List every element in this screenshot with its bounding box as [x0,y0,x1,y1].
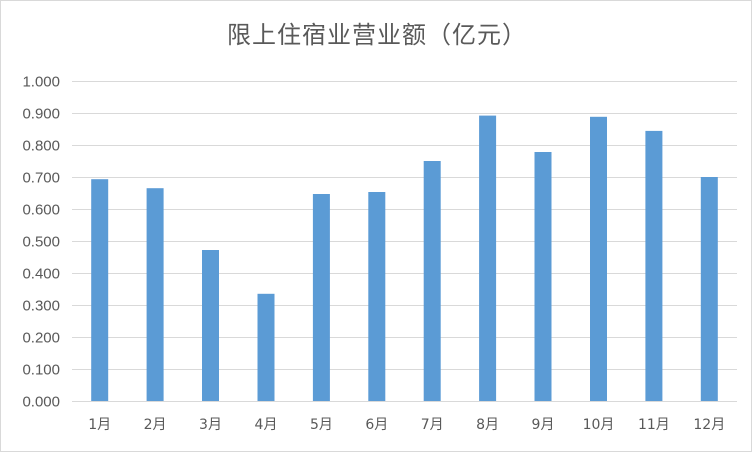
x-axis-ticks: 1月 2月 3月 4月 5月 6月 7月 8月 9月 10月 11月 12月 [88,417,725,433]
y-tick-label: 0.700 [22,170,60,187]
bar-6 [368,192,386,401]
x-tick-label: 7月 [421,417,444,433]
x-tick-label: 12月 [693,417,725,433]
y-tick-label: 0.100 [22,362,60,379]
y-tick-label: 0.000 [22,394,60,411]
x-tick-label: 6月 [365,417,388,433]
bar-1 [91,179,109,401]
y-tick-label: 0.600 [22,202,60,219]
y-tick-label: 0.900 [22,106,60,123]
x-tick-label: 4月 [255,417,278,433]
y-tick-label: 0.400 [22,266,60,283]
x-tick-label: 2月 [144,417,167,433]
x-tick-label: 5月 [310,417,333,433]
y-tick-label: 0.300 [22,298,60,315]
bar-12 [700,177,718,401]
bar-5 [312,194,330,401]
bar-11 [645,130,663,401]
bars [91,115,718,402]
bar-10 [590,116,607,402]
bar-8 [479,115,497,401]
x-tick-label: 1月 [88,417,111,433]
x-tick-label: 10月 [583,417,615,433]
bar-2 [146,188,164,401]
x-tick-label: 3月 [199,417,222,433]
y-tick-label: 1.000 [22,74,60,91]
y-tick-label: 0.200 [22,330,60,347]
y-tick-label: 0.500 [22,234,60,251]
y-tick-label: 0.800 [22,138,60,155]
grid-lines [72,81,737,402]
x-tick-label: 8月 [476,417,499,433]
x-tick-label: 11月 [638,417,670,433]
bar-3 [202,250,219,401]
bar-9 [534,152,552,401]
x-tick-label: 9月 [532,417,555,433]
chart-title: 限上住宿业营业额（亿元） [227,21,527,49]
bar-4 [257,293,275,401]
y-axis-ticks: 0.000 0.100 0.200 0.300 0.400 0.500 0.600 0.700… [22,74,60,411]
bar-7 [423,161,441,401]
